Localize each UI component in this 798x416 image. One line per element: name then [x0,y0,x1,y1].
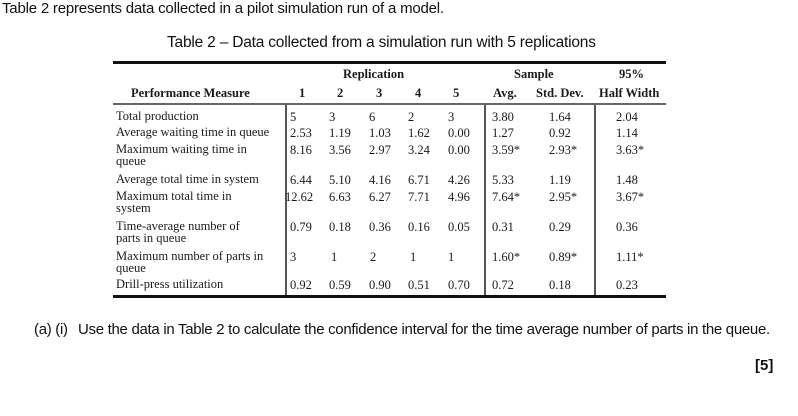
header-rep-3: 3 [376,86,383,100]
rep-value: 2.53 [290,126,312,140]
std-value: 1.19 [549,173,571,187]
rep-value: 12.62 [285,190,314,204]
std-value: 0.18 [549,278,571,292]
rep-value: 1 [331,250,338,264]
row-measure: Time-average number of parts in queue [116,219,240,245]
row-measure: Maximum waiting time in queue [116,142,247,168]
rep-value: 5 [290,110,297,124]
hw-value: 0.23 [616,278,638,292]
rep-value: 6.63 [329,190,351,204]
hw-value: 2.04 [616,110,638,124]
rep-value: 0.51 [408,278,430,292]
rep-value: 0.00 [448,126,470,140]
header-std-dev: Std. Dev. [536,86,584,100]
rep-value: 0.16 [408,220,430,234]
std-value: 1.64 [549,110,571,124]
question-marks: [5] [755,357,774,374]
header-rep-1: 1 [299,86,306,100]
rep-value: 0.00 [448,143,470,157]
std-value: 0.89* [549,250,578,264]
header-rep-5: 5 [453,86,460,100]
rep-value: 1.62 [408,126,430,140]
rep-value: 3 [448,110,455,124]
rep-value: 1 [448,250,455,264]
hw-value: 1.14 [616,126,638,140]
rep-value: 4.96 [448,190,470,204]
table-bottom-rule [113,295,666,298]
hw-value: 3.67* [616,190,645,204]
header-rep-4: 4 [415,86,422,100]
rep-value: 0.18 [329,220,351,234]
std-value: 2.93* [549,143,578,157]
avg-value: 0.72 [492,278,514,292]
rep-value: 7.71 [408,190,430,204]
table-header-rule [113,103,666,105]
column-divider [594,105,596,295]
row-measure: Drill-press utilization [116,277,224,291]
table-caption: Table 2 – Data collected from a simulati… [167,34,596,51]
rep-value: 0.05 [448,220,470,234]
avg-value: 3.59* [492,143,521,157]
rep-value: 6.27 [369,190,391,204]
header-sample-group: Sample [514,67,554,81]
header-half-width: Half Width [599,86,660,100]
header-performance-measure: Performance Measure [131,86,250,100]
column-divider [484,105,486,295]
question-number: (a) (i) [34,321,68,338]
avg-value: 1.60* [492,250,521,264]
column-divider [285,105,287,295]
row-measure: Maximum number of parts in queue [116,249,264,275]
rep-value: 1 [410,250,417,264]
rep-value: 1.19 [329,126,351,140]
rep-value: 3.24 [408,143,430,157]
rep-value: 0.36 [369,220,391,234]
avg-value: 0.31 [492,220,514,234]
header-rep-2: 2 [337,86,344,100]
question-text: Use the data in Table 2 to calculate the… [78,321,770,338]
rep-value: 0.70 [448,278,470,292]
row-measure: Maximum total time in system [116,189,232,215]
hw-value: 0.36 [616,220,638,234]
rep-value: 2 [408,110,415,124]
row-measure: Average waiting time in queue [116,125,270,139]
rep-value: 4.16 [369,173,391,187]
header-replication-group: Replication [343,67,405,81]
hw-value: 1.11* [616,250,644,264]
rep-value: 2.97 [369,143,391,157]
rep-value: 2 [370,250,377,264]
std-value: 0.29 [549,220,571,234]
header-avg: Avg. [493,86,517,100]
hw-value: 3.63* [616,143,645,157]
rep-value: 3 [290,250,297,264]
rep-value: 5.10 [329,173,351,187]
intro-text: Table 2 represents data collected in a p… [2,0,444,17]
avg-value: 5.33 [492,173,514,187]
std-value: 0.92 [549,126,571,140]
rep-value: 3 [329,110,336,124]
rep-value: 0.79 [290,220,312,234]
rep-value: 8.16 [290,143,312,157]
rep-value: 0.92 [290,278,312,292]
hw-value: 1.48 [616,173,638,187]
rep-value: 6 [369,110,376,124]
rep-value: 3.56 [329,143,351,157]
row-measure: Total production [116,109,199,123]
rep-value: 0.90 [369,278,391,292]
rep-value: 0.59 [329,278,351,292]
row-measure: Average total time in system [116,172,259,186]
rep-value: 6.71 [408,173,430,187]
header-95pct: 95% [619,67,644,81]
rep-value: 4.26 [448,173,470,187]
table-top-rule [113,61,666,64]
avg-value: 1.27 [492,126,514,140]
rep-value: 1.03 [369,126,391,140]
rep-value: 6.44 [290,173,312,187]
avg-value: 3.80 [492,110,514,124]
std-value: 2.95* [549,190,578,204]
avg-value: 7.64* [492,190,521,204]
